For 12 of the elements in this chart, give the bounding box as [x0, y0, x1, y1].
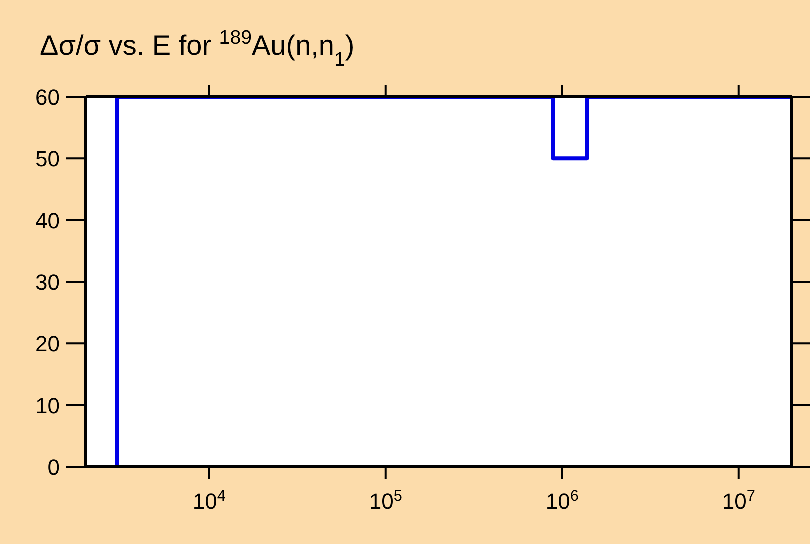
y-tick-label: 40 — [36, 208, 60, 234]
y-tick-label: 10 — [36, 393, 60, 418]
chart-title: Δσ/σ vs. E for $^{189}$Au(n,n$_{1}$) — [40, 27, 355, 71]
y-tick-label: 60 — [36, 85, 60, 110]
y-tick-label: 0 — [48, 455, 60, 480]
y-tick-label: 50 — [36, 146, 60, 172]
y-tick-label: 30 — [36, 270, 60, 295]
x-tick-label: 10$^{7}$ — [722, 488, 756, 514]
x-tick-label: 10$^{5}$ — [369, 488, 402, 514]
x-tick-label: 10$^{6}$ — [546, 488, 579, 514]
y-tick-label: 20 — [36, 332, 60, 357]
x-tick-label: 10$^{4}$ — [192, 488, 226, 514]
